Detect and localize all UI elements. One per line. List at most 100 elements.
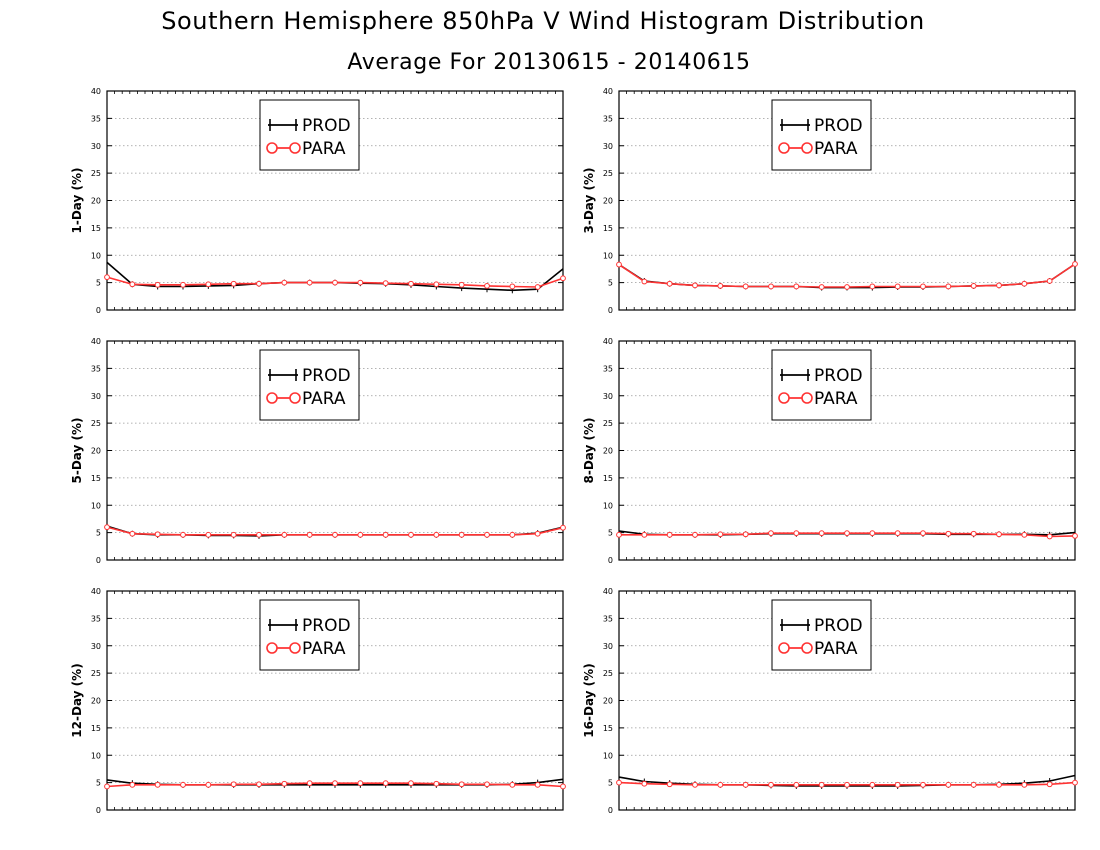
figure-title: Southern Hemisphere 850hPa V Wind Histog… [161, 7, 925, 35]
y-tick-label: 10 [603, 251, 613, 260]
y-tick-label: 25 [91, 419, 101, 428]
data-point-para [692, 282, 698, 289]
data-point-para [742, 531, 749, 538]
legend-marker-para [778, 642, 790, 654]
legend-marker-para [289, 392, 301, 404]
data-point-para [154, 531, 161, 538]
y-axis-label: 3-Day (%) [582, 167, 596, 233]
y-tick-label: 20 [603, 197, 613, 206]
data-point-para [129, 530, 136, 537]
data-point-para [869, 781, 876, 788]
data-point-para [742, 781, 749, 788]
data-point-para [129, 781, 136, 788]
data-point-para [793, 530, 800, 537]
data-point-para [560, 275, 566, 282]
data-point-para [666, 781, 673, 788]
series-line-para [618, 263, 1076, 288]
data-point-para [509, 531, 516, 538]
legend-marker-para [266, 642, 278, 654]
data-point-para [458, 281, 465, 288]
legend-label-para: PARA [814, 389, 858, 409]
legend-marker-para [801, 392, 813, 404]
y-tick-label: 30 [603, 142, 613, 151]
data-point-para [560, 783, 566, 790]
data-point-para [509, 283, 516, 290]
legend-marker-para [266, 142, 278, 154]
data-point-para [818, 284, 825, 290]
data-point-para [1046, 533, 1053, 540]
data-point-para [666, 531, 673, 538]
data-point-para [1021, 531, 1028, 538]
legend-label-para: PARA [302, 639, 346, 659]
legend: PROD PARA [771, 349, 872, 421]
data-point-para [205, 281, 212, 288]
data-point-para [844, 284, 850, 290]
data-point-para [154, 781, 161, 788]
data-point-para [844, 530, 850, 537]
data-point-para [1021, 280, 1028, 287]
data-point-para [894, 530, 901, 537]
y-axis-label: 8-Day (%) [582, 417, 596, 483]
legend-marker-para [801, 142, 813, 154]
figure-subtitle: Average For 20130615 - 20140615 [347, 50, 750, 75]
chart-panel-2: 0 5 10 15 20 25 30 35 40 3-Day (%) PROD PARA [582, 87, 1078, 315]
data-point-para [920, 530, 926, 537]
y-tick-label: 5 [608, 529, 613, 538]
legend-label-prod: PROD [302, 366, 351, 386]
data-point-para [306, 279, 313, 286]
data-point-para [616, 261, 622, 268]
data-point-para [996, 531, 1002, 538]
data-point-para [230, 781, 237, 788]
legend-box [259, 599, 360, 671]
data-point-para [332, 531, 338, 538]
legend-marker-para [778, 392, 790, 404]
y-tick-label: 30 [91, 642, 101, 651]
data-point-para [641, 278, 648, 285]
data-point-para [458, 531, 465, 538]
legend-box [259, 99, 360, 171]
y-tick-label: 0 [96, 306, 101, 315]
chart-panels: 0 5 10 15 20 25 30 35 40 1-Day (%) PROD PARA 0 5 10 15 2… [70, 87, 1078, 815]
legend-box [771, 599, 872, 671]
y-tick-label: 25 [91, 669, 101, 678]
legend-label-para: PARA [302, 389, 346, 409]
data-point-para [641, 780, 648, 787]
data-point-para [844, 781, 850, 788]
data-point-para [641, 531, 648, 538]
data-point-para [154, 281, 161, 288]
data-point-para [180, 531, 186, 538]
data-point-para [458, 781, 465, 788]
data-point-para [180, 781, 186, 788]
legend-marker-para [289, 142, 301, 154]
y-axis-label: 12-Day (%) [70, 663, 84, 737]
data-point-para [894, 283, 901, 290]
y-tick-label: 5 [608, 279, 613, 288]
y-tick-label: 40 [91, 587, 101, 596]
data-point-para [104, 524, 110, 531]
data-point-para [281, 780, 288, 787]
y-tick-label: 10 [603, 501, 613, 510]
y-tick-label: 0 [96, 556, 101, 565]
y-tick-label: 20 [91, 197, 101, 206]
y-tick-label: 15 [603, 724, 613, 733]
data-point-para [484, 781, 490, 788]
data-point-para [230, 280, 237, 287]
data-point-para [616, 779, 622, 786]
data-point-para [970, 283, 977, 289]
y-tick-label: 15 [91, 474, 101, 483]
legend: PROD PARA [259, 599, 360, 671]
data-point-para [256, 280, 262, 287]
data-point-para [717, 531, 724, 538]
chart-panel-4: 0 5 10 15 20 25 30 35 40 8-Day (%) PROD PARA [582, 337, 1078, 565]
y-tick-label: 25 [91, 169, 101, 178]
y-tick-label: 40 [603, 87, 613, 96]
data-point-para [742, 283, 749, 290]
data-point-para [484, 283, 490, 289]
data-point-para [256, 531, 262, 538]
data-point-para [1046, 781, 1053, 788]
y-tick-label: 30 [603, 392, 613, 401]
data-point-para [382, 280, 389, 287]
data-point-para [1021, 781, 1028, 788]
data-point-para [382, 780, 389, 787]
y-tick-label: 5 [608, 779, 613, 788]
